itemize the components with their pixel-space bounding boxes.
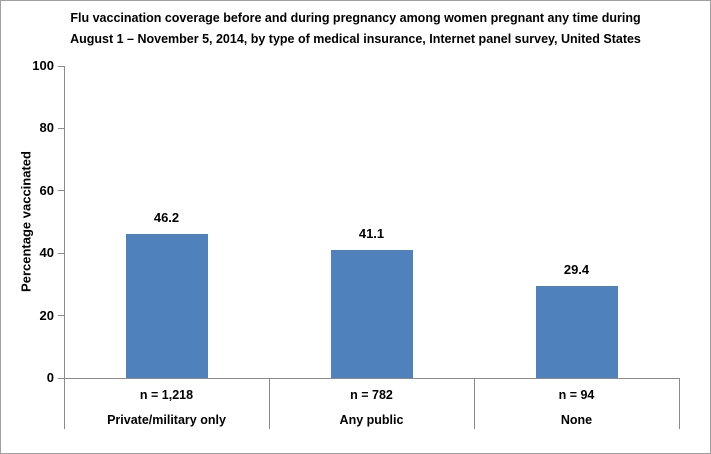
y-axis-tick-mark (58, 127, 64, 129)
y-axis-tick-label: 60 (39, 182, 54, 198)
y-axis-tick-label: 20 (39, 307, 54, 323)
category-separator (474, 378, 475, 429)
bar-value-label: 29.4 (563, 262, 590, 277)
y-axis-tick-mark (58, 377, 64, 379)
sample-size-label: n = 1,218 (139, 388, 194, 402)
chart-title-line-1: Flu vaccination coverage before and duri… (70, 11, 641, 25)
chart-title-line-2: August 1 – November 5, 2014, by type of … (70, 32, 641, 46)
category-separator (679, 378, 680, 429)
y-axis-tick-mark (58, 315, 64, 317)
category-label: Private/military only (107, 413, 226, 427)
y-axis-tick-label: 100 (32, 58, 54, 73)
y-axis-tick-mark (58, 65, 64, 67)
bar-2 (330, 250, 413, 378)
sample-size-label: n = 94 (558, 388, 595, 402)
y-axis-tick-mark (58, 190, 64, 192)
bar-value-label: 41.1 (358, 226, 385, 241)
y-axis-tick-label: 0 (46, 370, 54, 385)
bar-3 (535, 286, 618, 378)
bar-1 (125, 234, 208, 378)
category-label: Any public (339, 413, 404, 427)
y-axis-tick-mark (58, 252, 64, 254)
y-axis-tick-label: 80 (39, 120, 54, 136)
y-axis-title: Percentage vaccinated (18, 151, 34, 292)
category-label: None (560, 413, 593, 427)
sample-size-label: n = 782 (350, 388, 393, 402)
y-axis-tick-label: 40 (39, 245, 54, 261)
bar-value-label: 46.2 (153, 210, 180, 225)
y-axis-line (64, 66, 65, 429)
category-separator (269, 378, 270, 429)
x-axis-line (64, 378, 679, 379)
chart-title: Flu vaccination coverage before and duri… (1, 8, 710, 50)
